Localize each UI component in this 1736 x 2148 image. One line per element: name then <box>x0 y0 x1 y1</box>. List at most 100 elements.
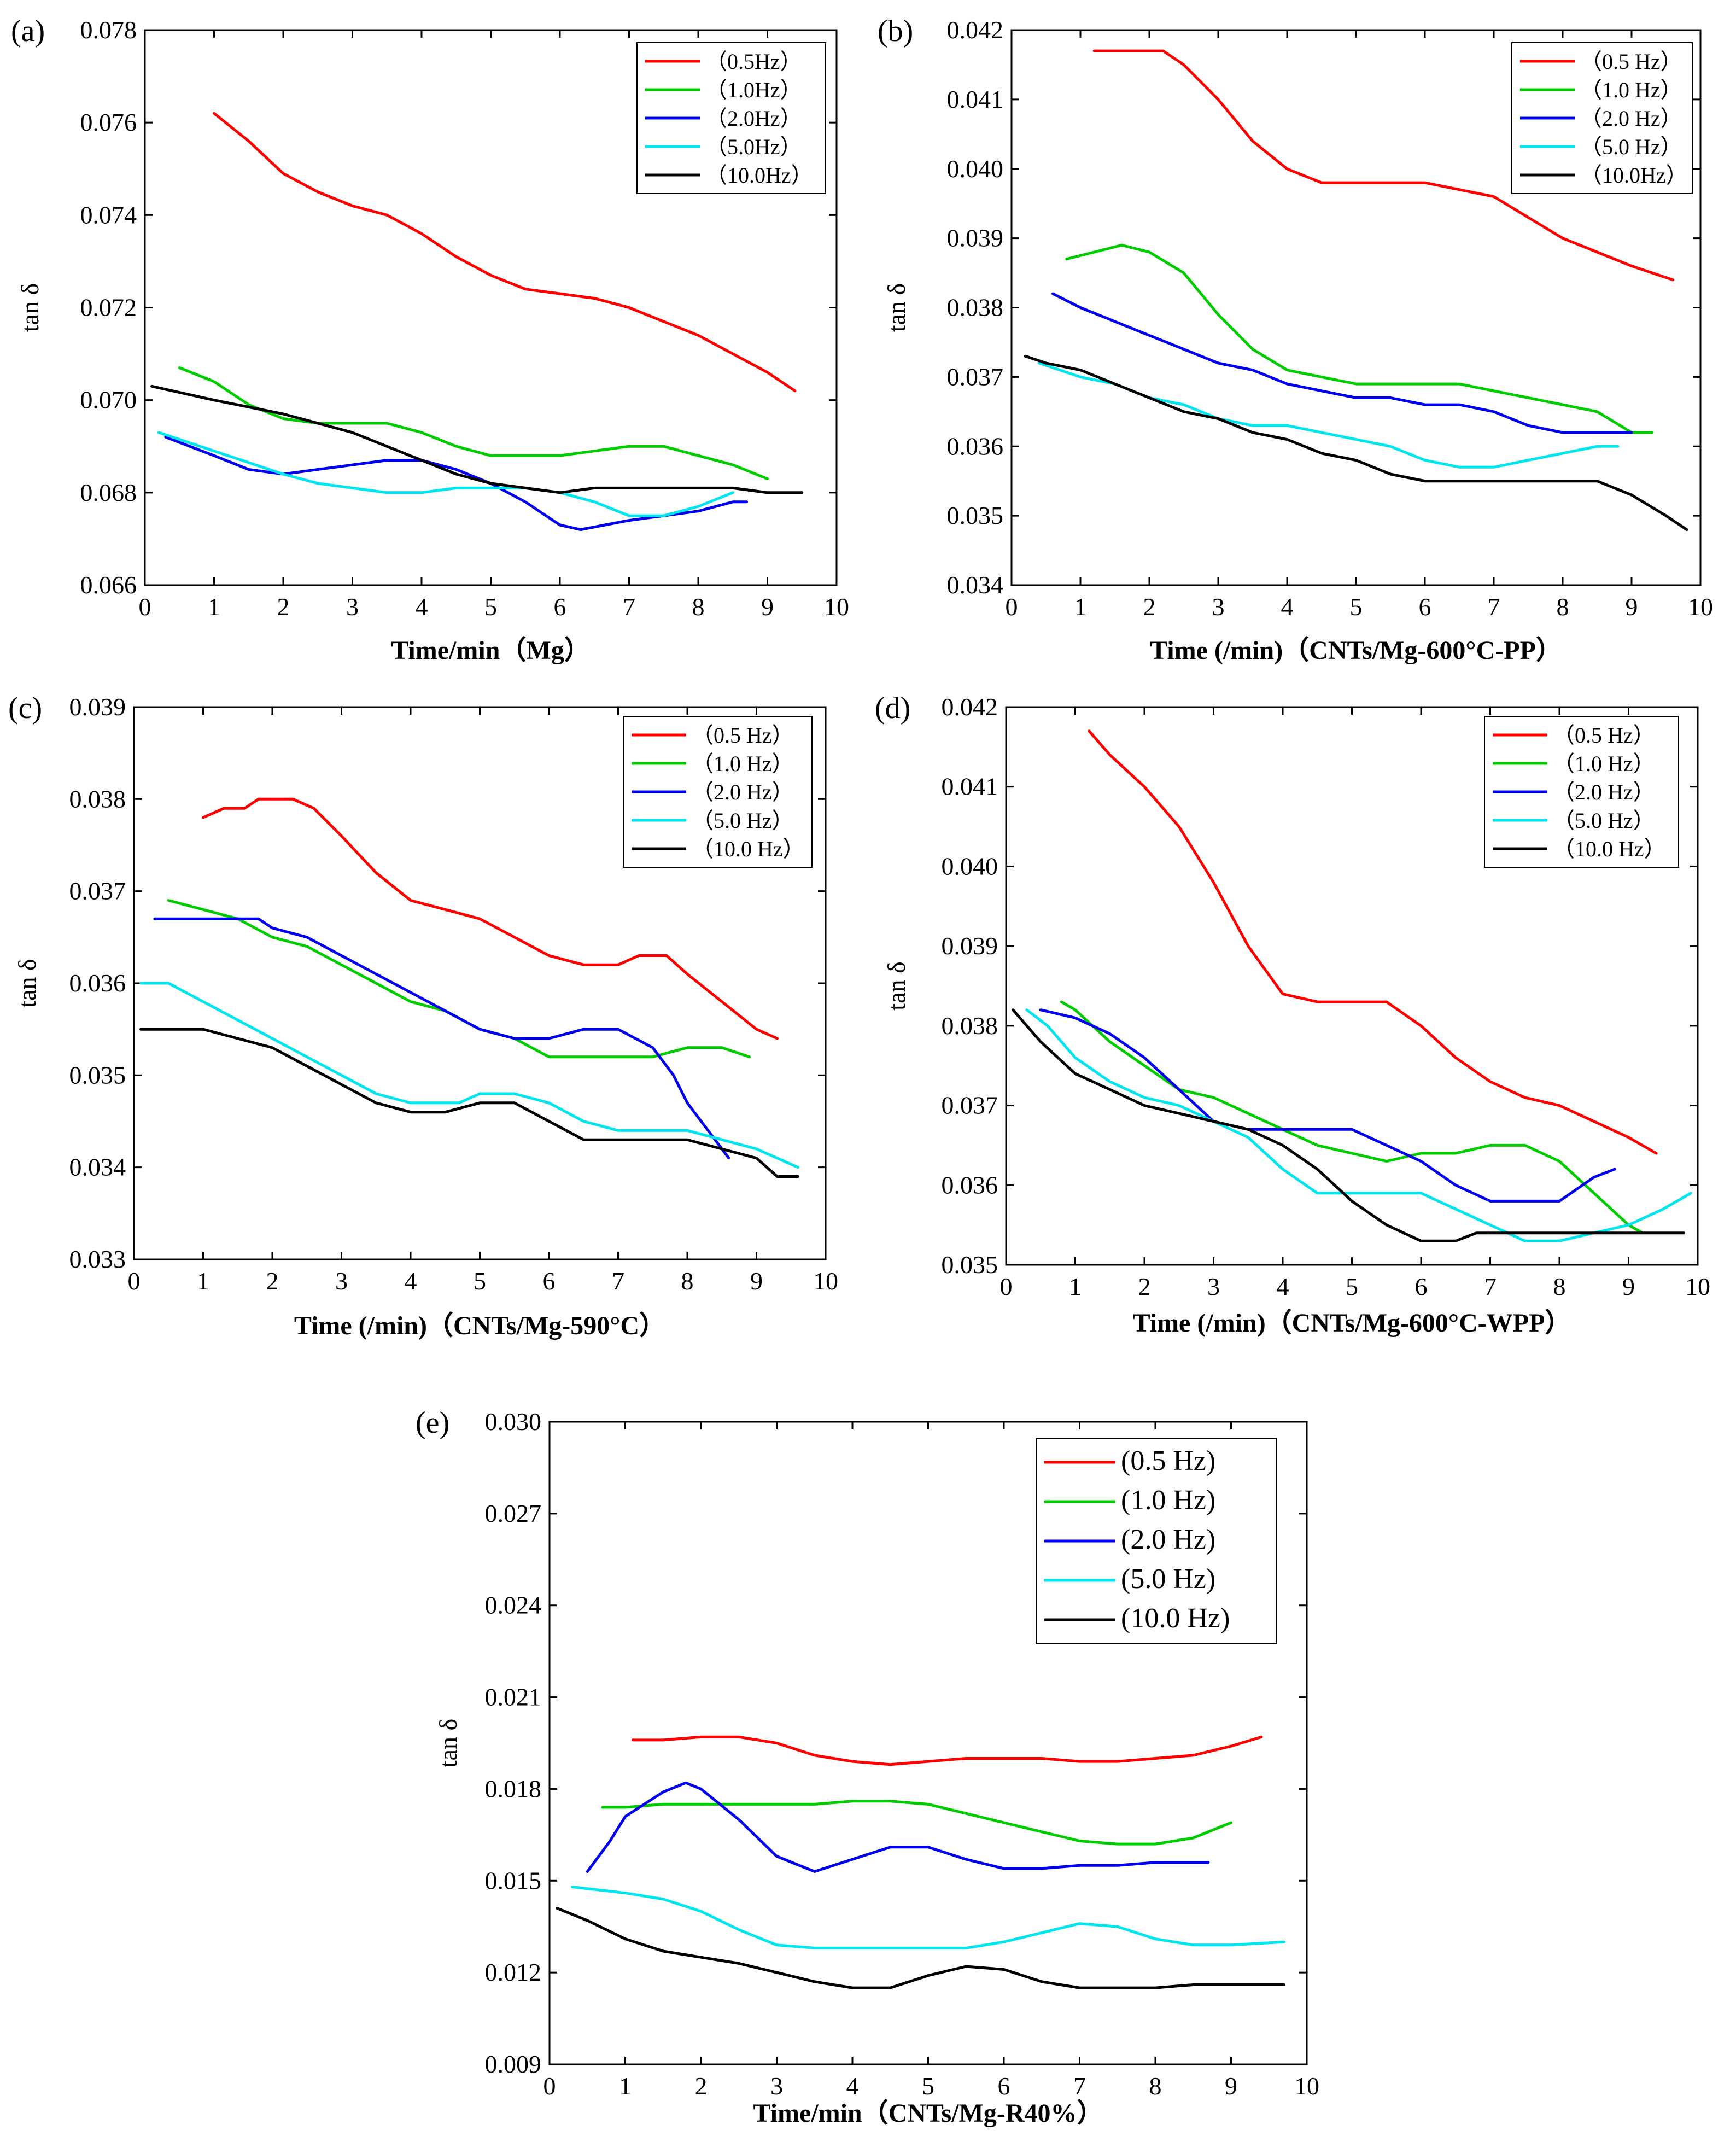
x-tick-label: 3 <box>770 2072 783 2100</box>
x-tick-label: 4 <box>846 2072 859 2100</box>
panel-title: (c) <box>8 691 42 725</box>
legend-label-4: （10.0Hz） <box>705 163 813 188</box>
x-tick-label: 10 <box>824 593 849 621</box>
y-tick-label: 0.072 <box>80 294 137 322</box>
panel-title: (e) <box>416 1406 449 1440</box>
y-tick-label: 0.037 <box>947 363 1004 390</box>
legend-label-2: （2.0Hz） <box>705 106 802 131</box>
x-tick-label: 7 <box>623 593 635 621</box>
y-tick-label: 0.066 <box>80 571 137 599</box>
x-tick-label: 3 <box>1212 593 1225 621</box>
x-tick-label: 7 <box>1073 2072 1086 2100</box>
x-tick-label: 2 <box>266 1267 279 1295</box>
series-line-3 <box>139 982 799 1169</box>
y-tick-label: 0.040 <box>942 852 998 880</box>
series-line-1 <box>167 899 751 1059</box>
x-tick-label: 1 <box>619 2072 632 2100</box>
x-tick-label: 4 <box>416 593 428 621</box>
x-tick-label: 0 <box>543 2072 556 2100</box>
x-tick-label: 0 <box>1000 1273 1013 1300</box>
x-tick-label: 6 <box>1419 593 1431 621</box>
series-line-0 <box>631 1735 1263 1766</box>
x-tick-label: 6 <box>998 2072 1010 2100</box>
y-tick-label: 0.009 <box>485 2050 542 2078</box>
x-tick-label: 0 <box>139 593 151 621</box>
x-tick-label: 9 <box>750 1267 763 1295</box>
legend-label-2: （2.0 Hz） <box>1580 106 1682 131</box>
x-tick-label: 7 <box>1488 593 1500 621</box>
y-tick-label: 0.074 <box>80 201 137 229</box>
y-tick-label: 0.036 <box>942 1171 998 1199</box>
x-tick-label: 6 <box>554 593 566 621</box>
series-line-4 <box>1012 1008 1686 1242</box>
series-line-0 <box>213 112 797 393</box>
y-tick-label: 0.035 <box>69 1061 126 1089</box>
x-tick-label: 7 <box>612 1267 624 1295</box>
panel-title: (a) <box>11 14 45 48</box>
chart-c: (c) 0 1 2 3 4 5 6 7 8 9 10 0.033 0.034 0.035 0.036 0.037… <box>8 691 838 1340</box>
y-tick-label: 0.078 <box>80 16 137 44</box>
x-tick-label: 5 <box>1346 1273 1358 1300</box>
y-tick-label: 0.042 <box>947 16 1004 44</box>
x-tick-label: 10 <box>1688 593 1713 621</box>
y-axis-label: tan δ <box>882 283 910 332</box>
y-tick-label: 0.039 <box>947 224 1004 252</box>
x-tick-label: 7 <box>1484 1273 1497 1300</box>
chart-panel-e: (e) 0 1 2 3 4 5 6 7 8 9 10 0.009 0.012 0.015 0.018 0.021… <box>405 1400 1334 2144</box>
y-tick-label: 0.068 <box>80 478 137 506</box>
legend-label-2: (2.0 Hz) <box>1121 1524 1215 1555</box>
y-tick-label: 0.037 <box>69 877 126 905</box>
y-tick-label: 0.033 <box>69 1245 126 1273</box>
x-tick-label: 2 <box>1138 1273 1151 1300</box>
x-tick-label: 8 <box>681 1267 694 1295</box>
x-tick-label: 9 <box>1626 593 1638 621</box>
y-tick-label: 0.012 <box>485 1958 542 1986</box>
x-tick-label: 3 <box>1207 1273 1220 1300</box>
series-line-4 <box>150 384 804 494</box>
legend-label-0: （0.5 Hz） <box>692 723 794 748</box>
series-line-0 <box>1088 729 1658 1155</box>
legend-label-3: (5.0 Hz) <box>1121 1563 1215 1595</box>
x-tick-label: 8 <box>1557 593 1569 621</box>
y-tick-label: 0.034 <box>69 1153 126 1181</box>
x-tick-label: 1 <box>208 593 220 621</box>
chart-a: (a) 0 1 2 3 4 5 6 7 8 9 10 0.066 0.068 0.070 0.072 0.074… <box>11 14 849 665</box>
y-tick-label: 0.039 <box>942 932 998 960</box>
chart-b: (b) 0 1 2 3 4 5 6 7 8 9 10 0.034 0.035 0.036 0.037 0.038… <box>878 14 1713 665</box>
legend-label-0: （0.5 Hz） <box>1553 723 1655 748</box>
x-tick-label: 9 <box>1622 1273 1635 1300</box>
x-axis-label: Time (/min)（CNTs/Mg-600°C-WPP） <box>1133 1309 1571 1338</box>
x-tick-label: 5 <box>922 2072 934 2100</box>
legend-label-4: (10.0 Hz) <box>1121 1603 1230 1634</box>
x-tick-label: 6 <box>543 1267 556 1295</box>
series-line-4 <box>1024 354 1688 531</box>
y-tick-label: 0.021 <box>485 1683 542 1711</box>
legend-label-0: （0.5 Hz） <box>1580 49 1682 74</box>
x-tick-label: 4 <box>1281 593 1294 621</box>
legend-label-0: （0.5Hz） <box>705 49 802 74</box>
chart-e: (e) 0 1 2 3 4 5 6 7 8 9 10 0.009 0.012 0.015 0.018 0.021… <box>416 1406 1319 2128</box>
panel-title: (d) <box>875 691 910 725</box>
y-axis-label: tan δ <box>434 1719 462 1767</box>
series-line-1 <box>1060 1000 1644 1235</box>
y-axis-label: tan δ <box>882 961 910 1010</box>
y-tick-label: 0.015 <box>485 1866 542 1894</box>
x-tick-label: 8 <box>1553 1273 1566 1300</box>
legend-label-2: （2.0 Hz） <box>1553 780 1655 804</box>
series-line-2 <box>1051 292 1633 434</box>
legend-label-3: （5.0Hz） <box>705 135 802 159</box>
legend-label-4: （10.0 Hz） <box>692 837 805 861</box>
y-tick-label: 0.038 <box>947 294 1004 322</box>
x-tick-label: 8 <box>692 593 705 621</box>
legend-label-1: （1.0Hz） <box>705 78 802 102</box>
y-tick-label: 0.070 <box>80 386 137 414</box>
x-tick-label: 9 <box>1225 2072 1237 2100</box>
series-line-3 <box>571 1886 1285 1949</box>
x-axis-label: Time/min（Mg） <box>391 636 590 665</box>
y-tick-label: 0.038 <box>942 1012 998 1040</box>
x-tick-label: 2 <box>1143 593 1156 621</box>
y-tick-label: 0.042 <box>942 693 998 721</box>
x-tick-label: 10 <box>1294 2072 1319 2100</box>
x-tick-label: 10 <box>1685 1273 1710 1300</box>
series-line-2 <box>1039 1008 1616 1203</box>
